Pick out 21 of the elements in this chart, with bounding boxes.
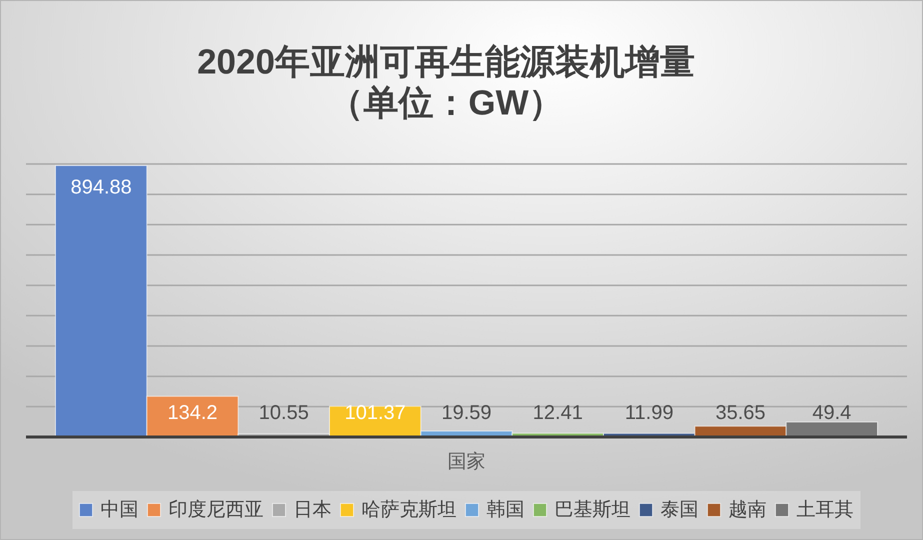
legend-label: 印度尼西亚 bbox=[168, 498, 264, 520]
x-axis-title: 国家 bbox=[448, 450, 486, 472]
legend-label: 日本 bbox=[294, 500, 332, 520]
legend-label: 巴基斯坦 bbox=[554, 500, 630, 520]
data-label: 10.55 bbox=[258, 402, 309, 424]
legend-label: 韩国 bbox=[486, 500, 524, 520]
chart-title: 2020年亚洲可再生能源装机增量 bbox=[197, 42, 695, 82]
legend-label: 土耳其 bbox=[796, 500, 854, 520]
data-label: 12.41 bbox=[532, 402, 583, 424]
data-label: 49.4 bbox=[812, 402, 852, 424]
chart-subtitle: （单位：GW） bbox=[328, 84, 564, 122]
data-label: 894.88 bbox=[70, 176, 132, 199]
data-label: 11.99 bbox=[624, 402, 674, 424]
data-label: 35.65 bbox=[715, 402, 766, 424]
data-label: 19.59 bbox=[441, 402, 492, 424]
data-label: 101.37 bbox=[344, 402, 406, 424]
legend-label: 中国 bbox=[100, 500, 138, 520]
legend-label: 泰国 bbox=[660, 500, 698, 520]
legend-label: 越南 bbox=[728, 500, 766, 520]
legend-label: 哈萨克斯坦 bbox=[362, 500, 456, 520]
data-label: 134.2 bbox=[167, 402, 218, 424]
